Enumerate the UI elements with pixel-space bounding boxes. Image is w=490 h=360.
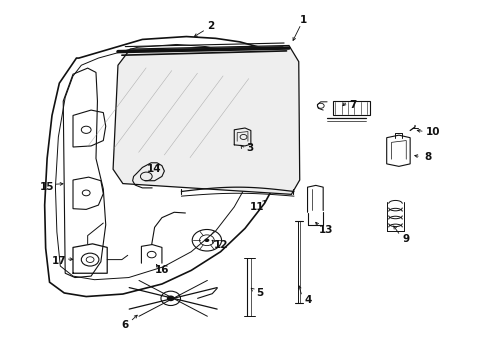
Text: 12: 12	[213, 239, 228, 249]
Text: 7: 7	[349, 100, 356, 110]
Circle shape	[167, 296, 174, 301]
Polygon shape	[113, 45, 300, 194]
Text: 4: 4	[305, 295, 312, 305]
Text: 17: 17	[52, 256, 67, 266]
Text: 9: 9	[403, 234, 410, 244]
Text: 1: 1	[300, 15, 307, 26]
Text: 5: 5	[256, 288, 263, 298]
Text: 2: 2	[207, 21, 215, 31]
Circle shape	[204, 238, 209, 242]
Text: 8: 8	[425, 152, 432, 162]
Text: 14: 14	[147, 164, 162, 174]
Text: 13: 13	[318, 225, 333, 235]
Text: 15: 15	[40, 182, 54, 192]
Text: 6: 6	[122, 320, 129, 330]
Text: 3: 3	[246, 143, 253, 153]
Text: 11: 11	[250, 202, 265, 212]
Text: 16: 16	[155, 265, 169, 275]
Bar	[333, 101, 369, 116]
Text: 10: 10	[426, 127, 441, 136]
